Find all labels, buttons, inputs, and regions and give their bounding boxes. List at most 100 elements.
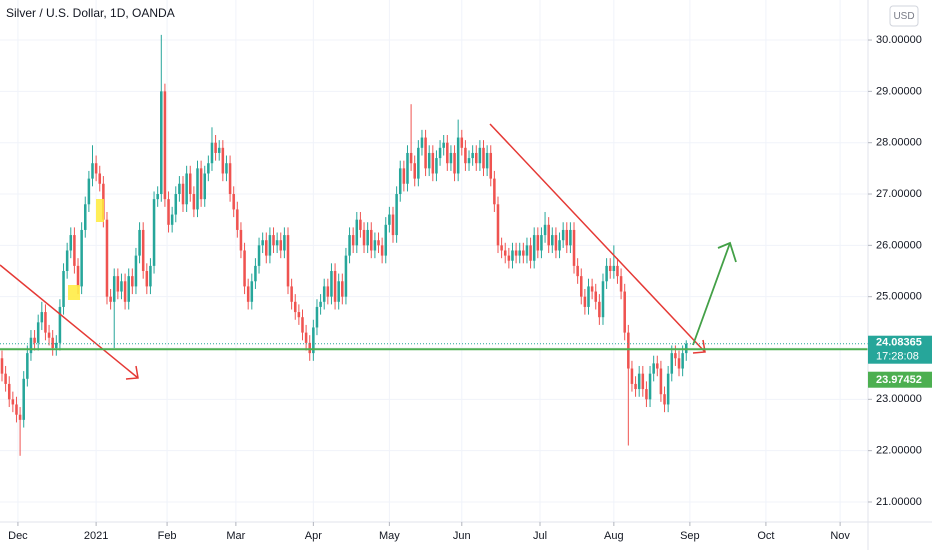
candle-body: [348, 235, 351, 256]
candle-body: [380, 245, 384, 256]
candle-body: [7, 383, 11, 400]
candle-body: [663, 394, 666, 405]
currency-button[interactable]: [889, 5, 919, 27]
candle-body: [456, 137, 460, 174]
candle-body: [18, 414, 22, 420]
candle-body: [207, 163, 210, 174]
candle-body: [315, 306, 319, 328]
candle-body: [112, 276, 116, 302]
candle-body: [373, 240, 377, 251]
candle-body: [362, 229, 366, 246]
candle-body: [47, 332, 51, 338]
candle-body: [395, 194, 398, 236]
candle-body: [141, 229, 145, 272]
overlay: [0, 343, 868, 351]
y-tick-label: 25.00000: [876, 291, 922, 303]
candle-body: [257, 245, 261, 266]
candle-body: [134, 255, 138, 287]
candle-body: [681, 353, 684, 369]
candle-body: [131, 276, 134, 287]
candle-body: [246, 286, 250, 302]
candle-body: [398, 168, 402, 195]
candle-body: [228, 163, 232, 195]
candle-body: [76, 265, 80, 287]
candle-body: [442, 142, 445, 148]
candle-body: [326, 286, 330, 297]
candle-body: [634, 383, 637, 390]
candle-body: [572, 229, 576, 266]
y-tick-label: 21.00000: [876, 496, 922, 508]
candle-body: [402, 168, 406, 184]
candle-body: [217, 147, 221, 153]
candle-body: [489, 152, 493, 179]
candle-body: [29, 337, 33, 354]
candle-body: [616, 265, 619, 277]
candle-body: [87, 178, 91, 205]
candle-body: [214, 142, 217, 153]
x-tick-label: Oct: [757, 530, 774, 542]
candle-body: [167, 199, 170, 225]
candle-body: [188, 173, 192, 195]
highlight: [68, 285, 80, 300]
candle-body: [0, 358, 4, 374]
candle-body: [579, 276, 583, 297]
candle-body: [605, 265, 608, 282]
candle-body: [69, 235, 73, 251]
candle-body: [576, 265, 579, 277]
candle-body: [178, 183, 181, 195]
candle-body: [312, 327, 315, 354]
candle-body: [4, 373, 7, 384]
candle-body: [540, 235, 543, 251]
arrow-head: [125, 365, 139, 380]
candle-body: [116, 276, 120, 292]
candle-body: [561, 229, 565, 241]
candle-body: [370, 229, 373, 251]
candle-body: [656, 363, 659, 369]
grid: [0, 0, 868, 522]
candle-body: [58, 306, 62, 343]
candle-body: [652, 363, 655, 374]
candle-body: [203, 173, 207, 200]
candle-body: [438, 147, 442, 159]
candle-body: [272, 235, 275, 246]
candle-body: [127, 276, 130, 302]
candle-body: [666, 373, 670, 405]
candle-body: [377, 240, 380, 246]
candle-body: [449, 152, 453, 164]
candle-body: [83, 204, 87, 230]
arrow-head: [692, 339, 706, 354]
candle-body: [337, 281, 340, 302]
trend-line: [0, 264, 139, 379]
candle-body: [170, 214, 174, 225]
candle-body: [290, 286, 293, 302]
candle-body: [435, 158, 438, 174]
trend-line: [489, 123, 706, 353]
candle-body: [286, 235, 290, 287]
candle-body: [275, 240, 279, 246]
y-tick-label: 23.00000: [876, 393, 922, 405]
candle-body: [475, 152, 478, 164]
candle-body: [460, 137, 464, 148]
arrow-head: [717, 241, 737, 263]
candle-body: [409, 152, 413, 164]
candle-body: [55, 342, 58, 348]
candle-body: [174, 194, 178, 215]
candle-body: [464, 147, 467, 164]
candle-body: [500, 245, 503, 251]
candle-body: [583, 296, 587, 307]
candle-body: [446, 142, 449, 164]
candle-body: [623, 291, 626, 333]
candle-body: [279, 240, 283, 251]
currency-label[interactable]: USD: [893, 11, 914, 22]
x-tick-label: Jun: [453, 530, 471, 542]
candle-body: [250, 281, 254, 302]
candle-body: [254, 265, 257, 282]
candle-body: [265, 240, 268, 256]
candle-body: [648, 373, 652, 400]
candle-body: [645, 389, 648, 400]
candle-body: [120, 281, 123, 292]
candle-body: [467, 158, 471, 164]
candle-body: [163, 91, 167, 200]
x-tick-label: May: [379, 530, 400, 542]
